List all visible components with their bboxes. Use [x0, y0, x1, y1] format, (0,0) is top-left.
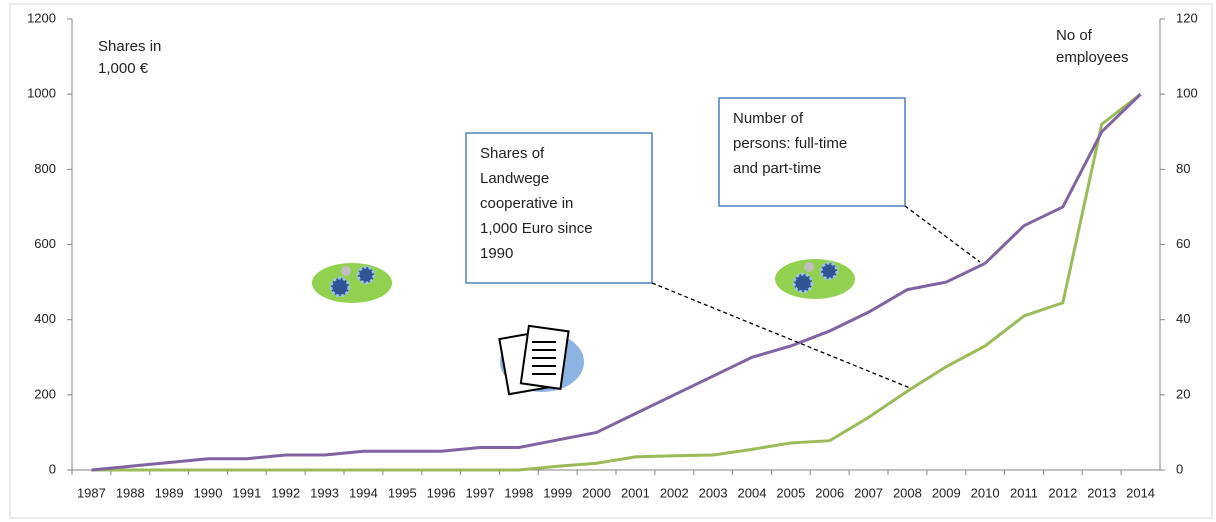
y-tick-label: 200	[34, 386, 56, 401]
annotation-text: Shares of	[480, 145, 545, 162]
x-tick-label: 2010	[971, 485, 1000, 500]
x-tick-label: 1993	[310, 485, 339, 500]
x-tick-label: 2002	[660, 485, 689, 500]
y-tick-label: 800	[34, 161, 56, 176]
x-tick-label: 1992	[271, 485, 300, 500]
annotation-text: and part-time	[733, 160, 821, 177]
y2-tick-label: 40	[1176, 311, 1190, 326]
x-tick-label: 2009	[932, 485, 961, 500]
gear-icon	[312, 263, 392, 303]
annotation-text: persons: full-time	[733, 135, 847, 152]
x-tick-label: 2008	[893, 485, 922, 500]
y2-tick-label: 0	[1176, 461, 1183, 476]
x-tick-label: 1990	[194, 485, 223, 500]
annotation-text: cooperative in	[480, 195, 573, 212]
x-tick-label: 2014	[1126, 485, 1155, 500]
gear-icon	[775, 259, 855, 299]
x-tick-label: 2003	[699, 485, 728, 500]
chart: 0 200 400 600 800 1000 1200 0 20 40 60 80 100 120 1987…	[0, 0, 1216, 522]
x-tick-label: 2006	[815, 485, 844, 500]
x-tick-label: 1995	[388, 485, 417, 500]
x-tick-label: 1989	[155, 485, 184, 500]
callout-leader	[652, 283, 910, 388]
y-tick-label: 400	[34, 311, 56, 326]
annotation-text: 1990	[480, 245, 513, 262]
x-tick-label: 2001	[621, 485, 650, 500]
x-tick-label: 2005	[776, 485, 805, 500]
x-tick-label: 1987	[77, 485, 106, 500]
y-tick-label: 1200	[27, 10, 56, 25]
y2-tick-label: 100	[1176, 86, 1198, 101]
annotation-text: 1,000 €	[98, 60, 149, 77]
x-tick-label: 2000	[582, 485, 611, 500]
y-tick-label: 0	[49, 461, 56, 476]
annotation-text: Landwege	[480, 170, 549, 187]
annotation-text: employees	[1056, 49, 1129, 66]
document-icon	[499, 326, 584, 394]
y2-tick-label: 20	[1176, 386, 1190, 401]
annotation: Number of persons: full-time and part-time	[719, 98, 980, 262]
annotation-text: No of	[1056, 27, 1093, 44]
annotation-text: 1,000 Euro since	[480, 220, 593, 237]
callout-leader	[905, 206, 980, 262]
x-tick-label: 1988	[116, 485, 145, 500]
y2-tick-label: 80	[1176, 161, 1190, 176]
x-tick-label: 2012	[1048, 485, 1077, 500]
x-tick-label: 1999	[543, 485, 572, 500]
y2-tick-label: 60	[1176, 236, 1190, 251]
x-tick-label: 1998	[504, 485, 533, 500]
x-tick-label: 1991	[232, 485, 261, 500]
x-tick-label: 1996	[427, 485, 456, 500]
annotation-text: Shares in	[98, 38, 161, 55]
annotation: Shares in 1,000 €	[98, 38, 161, 77]
x-tick-label: 1997	[466, 485, 495, 500]
y-tick-label: 1000	[27, 86, 56, 101]
x-tick-label: 2004	[738, 485, 767, 500]
x-tick-label: 2013	[1087, 485, 1116, 500]
annotation: No of employees	[1056, 27, 1129, 66]
x-tick-label: 1994	[349, 485, 378, 500]
x-tick-label: 2007	[854, 485, 883, 500]
y2-tick-label: 120	[1176, 10, 1198, 25]
x-tick-label: 2011	[1010, 485, 1038, 500]
annotation-text: Number of	[733, 110, 804, 127]
y-tick-label: 600	[34, 236, 56, 251]
